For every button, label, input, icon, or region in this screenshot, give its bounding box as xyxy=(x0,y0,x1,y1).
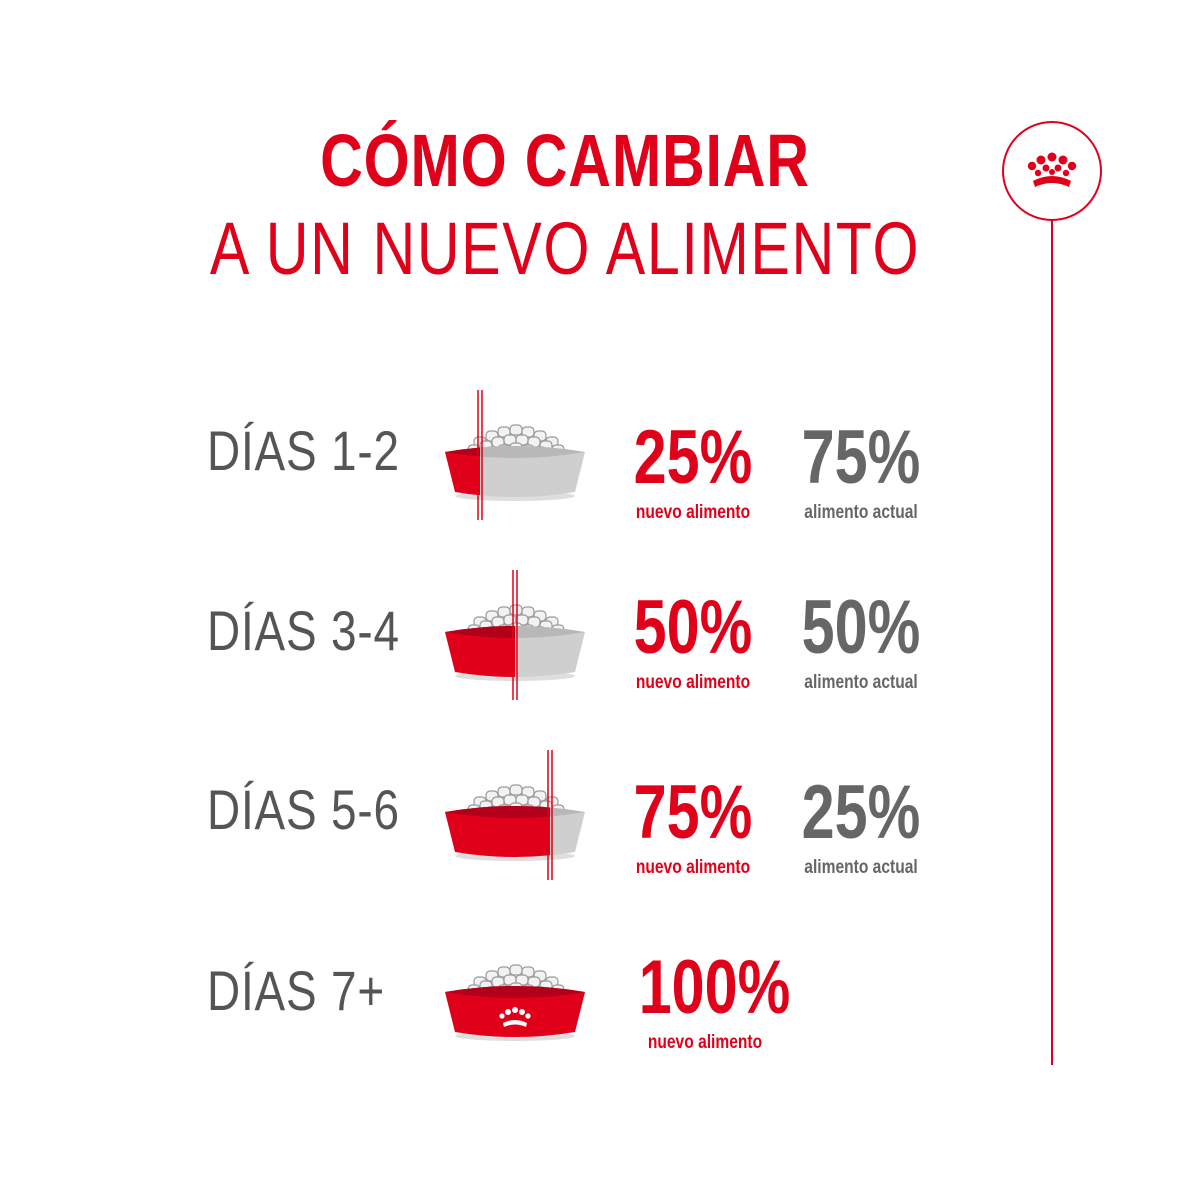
transition-row-days-5-6: DÍAS 5-6 75% nuevo alimento 25% alimento a… xyxy=(0,735,1000,885)
day-label: DÍAS 7+ xyxy=(207,959,386,1022)
bowl-rim xyxy=(445,806,550,818)
day-label: DÍAS 1-2 xyxy=(207,419,400,482)
current-food-portion xyxy=(515,626,585,677)
day-label: DÍAS 3-4 xyxy=(207,599,400,662)
page-title: CÓMO CAMBIAR xyxy=(320,119,810,202)
food-bowl-icon xyxy=(445,390,585,520)
transition-row-days-1-2: DÍAS 1-2 25% nuevo alimento 75% alimento a… xyxy=(0,370,1000,523)
new-food-portion xyxy=(445,447,480,496)
bowl-rim xyxy=(480,446,585,458)
current-food-portion xyxy=(480,446,585,497)
food-bowl-icon xyxy=(445,570,585,700)
current-food-portion xyxy=(550,807,585,856)
brand-badge xyxy=(1002,121,1102,221)
page-subtitle: A UN NUEVO ALIMENTO xyxy=(209,207,921,290)
new-food-portion xyxy=(445,806,550,857)
bowl-rim xyxy=(550,807,585,817)
current-food-percentage: 50% alimento actual xyxy=(801,585,921,694)
crown-icon xyxy=(1027,152,1077,187)
new-food-portion xyxy=(445,626,515,677)
new-food-percentage: 100% nuevo alimento xyxy=(638,945,791,1054)
transition-row-days-3-4: DÍAS 3-4 50% nuevo alimento 50% alimento a… xyxy=(0,550,1000,700)
transition-row-days-7-plus: DÍAS 7+ 100% nuevo alimento xyxy=(0,930,1000,1080)
current-food-percentage: 25% alimento actual xyxy=(801,770,921,879)
food-bowl-icon xyxy=(445,750,585,880)
day-label: DÍAS 5-6 xyxy=(207,778,400,841)
new-food-percentage: 25% nuevo alimento xyxy=(633,415,753,524)
food-bowl-icon xyxy=(445,964,585,1041)
timeline-line xyxy=(1051,221,1053,1065)
bowl-rim xyxy=(445,626,515,638)
crown-icon xyxy=(499,1007,531,1027)
bowl-rim xyxy=(445,986,585,998)
new-food-percentage: 50% nuevo alimento xyxy=(633,585,753,694)
new-food-percentage: 75% nuevo alimento xyxy=(633,770,753,879)
bowl-rim xyxy=(445,447,480,457)
bowl-rim xyxy=(515,626,585,638)
current-food-percentage: 75% alimento actual xyxy=(801,415,921,524)
